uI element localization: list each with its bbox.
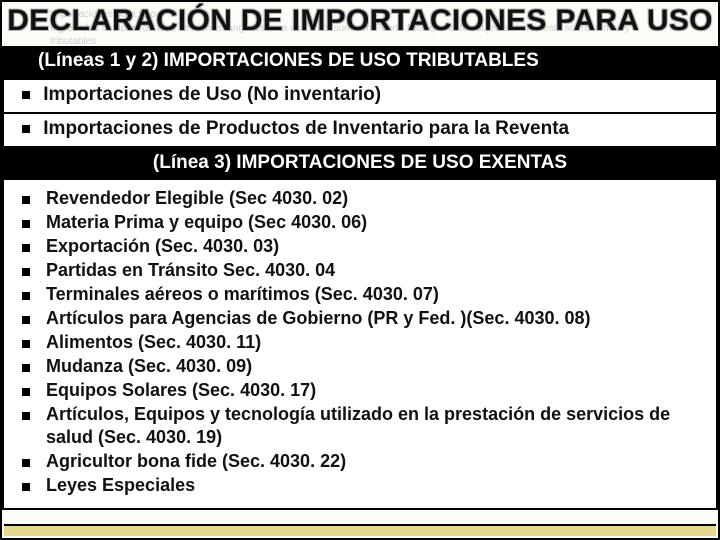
list-item-text: Revendedor Elegible (Sec 4030. 02): [46, 187, 702, 210]
footer-accent-bar: [4, 524, 716, 536]
bullet-icon: [22, 196, 30, 204]
list-item: Exportación (Sec. 4030. 03): [22, 235, 702, 258]
bullet-icon: [22, 412, 30, 420]
slide-page: Importaciones para Uso Ingrese las compr…: [0, 0, 720, 540]
list-item: Partidas en Tránsito Sec. 4030. 04: [22, 259, 702, 282]
bullet-icon: [22, 125, 30, 133]
list-item-text: Artículos para Agencias de Gobierno (PR …: [46, 307, 702, 330]
bullet-icon: [22, 340, 30, 348]
list-item: Leyes Especiales: [22, 474, 702, 497]
list-item: Materia Prima y equipo (Sec 4030. 06): [22, 211, 702, 234]
list-item: Mudanza (Sec. 4030. 09): [22, 355, 702, 378]
bullet-icon: [22, 268, 30, 276]
list-item-text: Mudanza (Sec. 4030. 09): [46, 355, 702, 378]
bullet-icon: [22, 483, 30, 491]
list-item: Artículos, Equipos y tecnología utilizad…: [22, 403, 702, 449]
bullet-icon: [22, 91, 30, 99]
bullet-icon: [22, 459, 30, 467]
bullet-icon: [22, 388, 30, 396]
section1-row: Importaciones de Uso (No inventario): [2, 78, 718, 114]
title-wrap: DECLARACIÓN DE IMPORTACIONES PARA USO: [2, 2, 718, 38]
list-item: Alimentos (Sec. 4030. 11): [22, 331, 702, 354]
page-title: DECLARACIÓN DE IMPORTACIONES PARA USO: [2, 4, 718, 38]
list-item-text: Agricultor bona fide (Sec. 4030. 22): [46, 450, 702, 473]
list-item-text: Artículos, Equipos y tecnología utilizad…: [46, 403, 702, 449]
list-item: Terminales aéreos o marítimos (Sec. 4030…: [22, 283, 702, 306]
list-item-text: Equipos Solares (Sec. 4030. 17): [46, 379, 702, 402]
bullet-icon: [22, 364, 30, 372]
list-item: Artículos para Agencias de Gobierno (PR …: [22, 307, 702, 330]
section1-heading: (Líneas 1 y 2) IMPORTACIONES DE USO TRIB…: [2, 46, 718, 78]
bullet-icon: [22, 220, 30, 228]
list-item: Equipos Solares (Sec. 4030. 17): [22, 379, 702, 402]
list-item-text: Terminales aéreos o marítimos (Sec. 4030…: [46, 283, 702, 306]
section2-list: Revendedor Elegible (Sec 4030. 02) Mater…: [2, 180, 718, 510]
list-item-text: Materia Prima y equipo (Sec 4030. 06): [46, 211, 702, 234]
bullet-icon: [22, 292, 30, 300]
bullet-icon: [22, 244, 30, 252]
section1-row-text: Importaciones de Productos de Inventario…: [43, 118, 569, 139]
bullet-icon: [22, 316, 30, 324]
list-item: Agricultor bona fide (Sec. 4030. 22): [22, 450, 702, 473]
list-item-text: Leyes Especiales: [46, 474, 702, 497]
list-item-text: Exportación (Sec. 4030. 03): [46, 235, 702, 258]
list-item-text: Alimentos (Sec. 4030. 11): [46, 331, 702, 354]
list-item-text: Partidas en Tránsito Sec. 4030. 04: [46, 259, 702, 282]
list-item: Revendedor Elegible (Sec 4030. 02): [22, 187, 702, 210]
section1-row-text: Importaciones de Uso (No inventario): [43, 84, 381, 105]
section1-row: Importaciones de Productos de Inventario…: [2, 114, 718, 148]
section2-heading: (Línea 3) IMPORTACIONES DE USO EXENTAS: [2, 148, 718, 180]
